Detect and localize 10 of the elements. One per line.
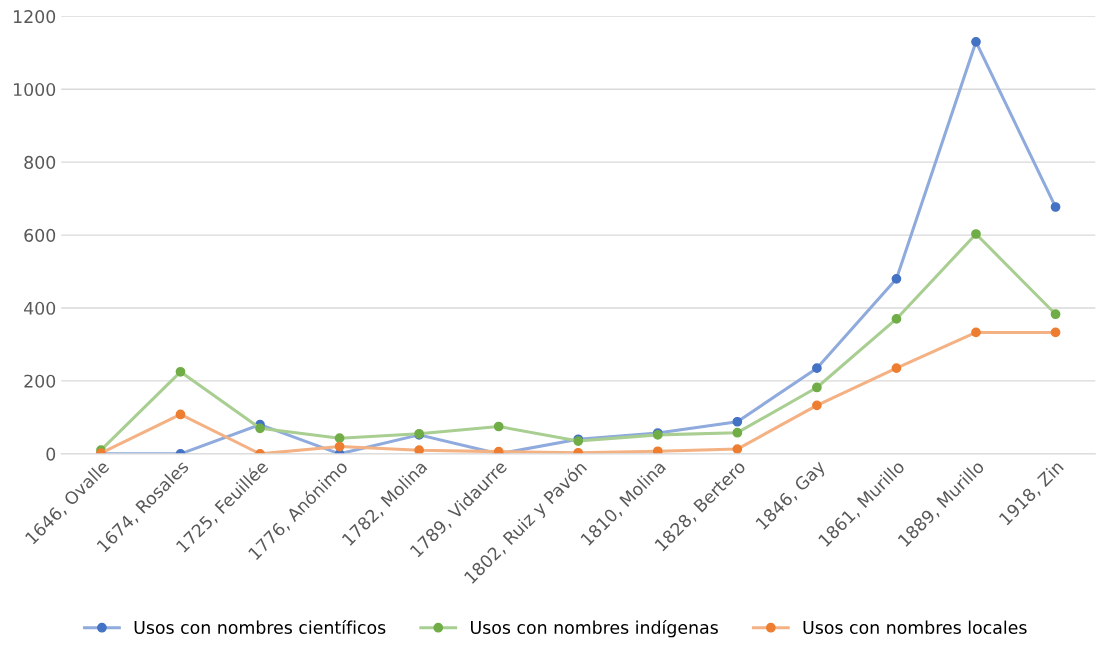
y-tick-label: 1000 [14, 82, 56, 97]
y-tick-label: 200 [24, 374, 56, 388]
y-tick-label: 0 [46, 447, 56, 461]
y-tick-label: 800 [24, 155, 56, 169]
y-tick-label: 1200 [14, 10, 56, 24]
legend-label: Usos con nombres locales [803, 620, 1027, 635]
legend-label: Usos con nombres indígenas [471, 619, 718, 638]
y-tick-label: 400 [24, 301, 56, 315]
legend-label: Usos con nombres científicos [134, 619, 386, 635]
y-tick-label: 600 [24, 228, 56, 242]
